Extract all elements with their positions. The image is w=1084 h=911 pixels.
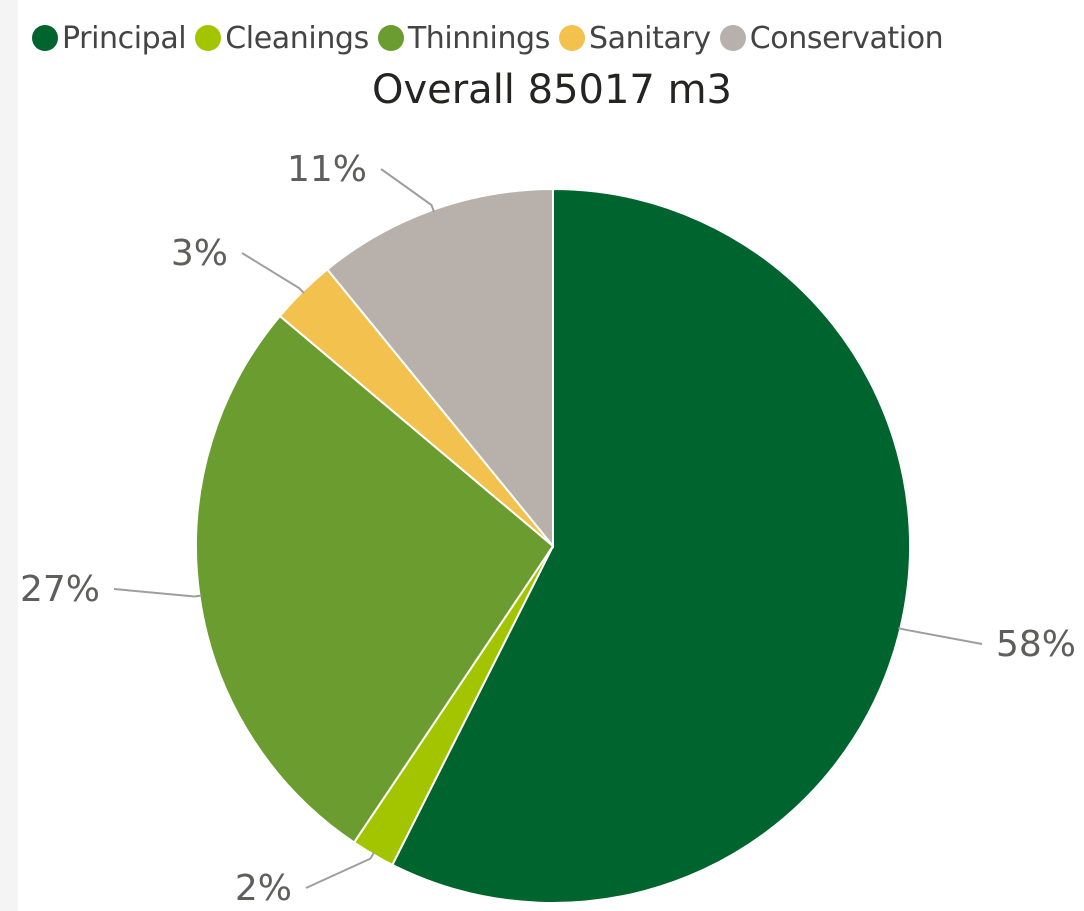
legend-item-thinnings[interactable]: Thinnings (377, 20, 551, 56)
leader-line-cleanings (305, 852, 375, 889)
legend-label-sanitary: Sanitary (588, 20, 711, 56)
legend-item-conservation[interactable]: Conservation (719, 20, 944, 56)
legend-swatch-sanitary (558, 25, 585, 51)
leader-line-sanitary (241, 252, 305, 294)
legend-item-cleanings[interactable]: Cleanings (195, 21, 369, 56)
legend: Principal Cleanings Thinnings Sanitary C… (32, 14, 952, 62)
leader-line-thinnings (113, 588, 202, 598)
legend-item-sanitary[interactable]: Sanitary (558, 20, 711, 56)
chart-title: Overall 85017 m3 (371, 67, 733, 113)
data-label-cleanings: 2% (235, 868, 292, 909)
legend-swatch-cleanings (195, 25, 222, 51)
legend-label-conservation: Conservation (749, 20, 944, 56)
data-label-principal: 58% (996, 624, 1076, 665)
legend-swatch-conservation (719, 25, 746, 51)
legend-label-cleanings: Cleanings (225, 20, 369, 56)
legend-swatch-thinnings (377, 25, 404, 51)
leader-line-conservation (380, 168, 435, 212)
legend-label-thinnings: Thinnings (407, 20, 551, 56)
data-label-conservation: 11% (287, 149, 367, 190)
leader-line-principal (898, 627, 983, 645)
legend-swatch-principal (32, 25, 58, 51)
data-label-sanitary: 3% (171, 233, 228, 274)
left-panel-edge (0, 0, 18, 911)
legend-item-principal[interactable]: Principal (32, 20, 187, 56)
legend-label-principal: Principal (62, 20, 187, 56)
data-label-thinnings: 27% (20, 569, 100, 610)
